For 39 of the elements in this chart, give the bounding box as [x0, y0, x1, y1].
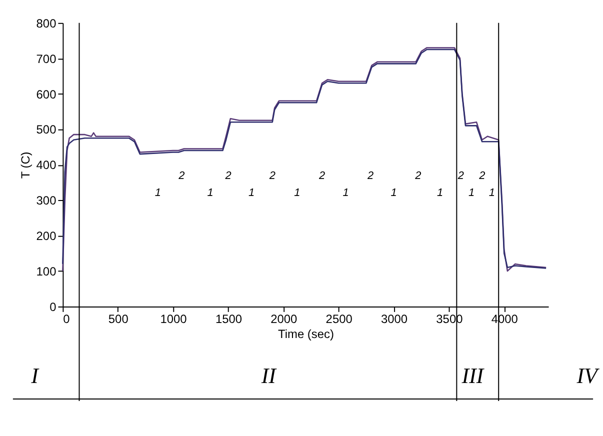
y-tick-label: 0	[50, 300, 57, 314]
text: IV	[576, 363, 600, 388]
text: II	[260, 363, 278, 388]
annotation: 2	[478, 170, 486, 182]
y-tick-label: 500	[36, 122, 57, 137]
x-tick-label: 1000	[160, 312, 188, 326]
text: III	[460, 363, 486, 388]
text: I	[30, 363, 40, 388]
annotation: 1	[207, 187, 214, 200]
annotation: 2	[224, 170, 232, 182]
y-tick-label: 100	[36, 264, 57, 279]
annotation: 2	[318, 170, 326, 182]
annotation: 2	[414, 170, 422, 182]
annotation: 1	[154, 187, 161, 200]
y-tick-label: 200	[36, 229, 57, 244]
y-tick-label: 800	[36, 16, 57, 30]
y-tick-label: 300	[36, 194, 57, 208]
y-tick-label: 700	[36, 52, 57, 66]
annotation: 2	[178, 170, 185, 182]
annotation: 1	[390, 187, 397, 200]
annotation: 1	[468, 187, 475, 200]
annotation: 1	[248, 187, 255, 200]
annotation: 2	[268, 170, 276, 182]
x-tick-label: 3000	[380, 312, 408, 326]
y-tick-label: 400	[36, 158, 57, 172]
annotation: 1	[294, 187, 300, 200]
x-tick-label: 500	[108, 312, 129, 326]
x-axis-title: Time (sec)	[278, 326, 334, 341]
x-tick-label: 0	[63, 312, 70, 326]
annotation: 2	[456, 170, 464, 182]
x-tick-label: 1500	[215, 312, 242, 326]
annotation: 1	[342, 187, 349, 200]
x-tick-label: 2000	[270, 312, 298, 326]
annotation: 2	[366, 170, 374, 182]
y-axis-title: T (C)	[18, 152, 32, 179]
x-tick-label: 2500	[326, 312, 353, 326]
annotation: 1	[436, 187, 444, 200]
y-tick-label: 600	[36, 87, 57, 102]
annotation: 1	[488, 187, 495, 200]
